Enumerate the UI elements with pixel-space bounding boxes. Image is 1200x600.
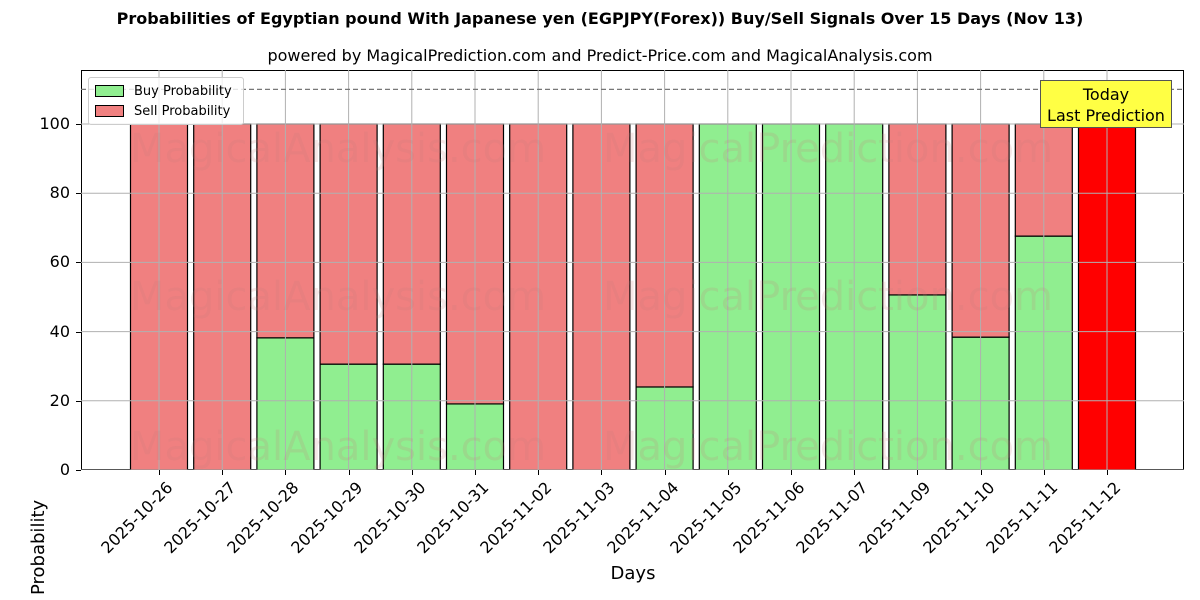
sell-swatch-icon (95, 105, 124, 117)
y-tick-label: 40 (49, 321, 70, 341)
annotation-line-1: Today (1082, 85, 1130, 104)
legend-item-buy: Buy Probability (95, 83, 232, 99)
legend-item-sell: Sell Probability (95, 103, 230, 119)
y-tick-label: 100 (39, 114, 70, 133)
legend-label-sell: Sell Probability (134, 103, 231, 119)
y-tick-label: 0 (59, 460, 70, 479)
x-axis-label: Days (610, 563, 656, 584)
annotation-line-2: Last Prediction (1047, 106, 1165, 125)
buy-swatch-icon (95, 85, 124, 97)
legend-label-buy: Buy Probability (134, 83, 232, 99)
y-tick-label: 80 (49, 183, 70, 203)
chart-subtitle: powered by MagicalPrediction.com and Pre… (267, 46, 933, 65)
today-annotation: Today Last Prediction (1040, 80, 1172, 128)
chart-title: Probabilities of Egyptian pound With Jap… (116, 9, 1084, 28)
y-tick-label: 20 (49, 390, 70, 410)
legend: Buy Probability Sell Probability (88, 77, 244, 125)
y-tick-label: 60 (49, 252, 70, 272)
plot-area (81, 70, 1184, 470)
